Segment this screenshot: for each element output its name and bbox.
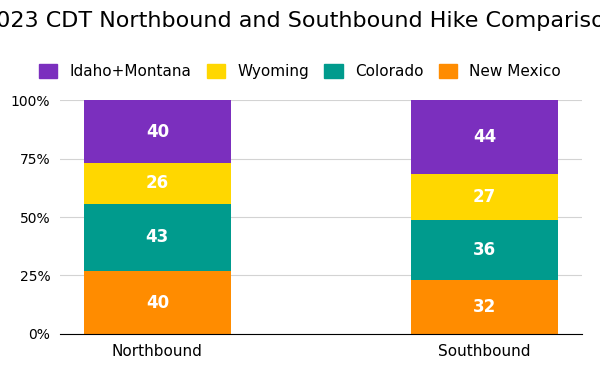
Text: 44: 44 — [473, 128, 496, 146]
Bar — [411, 280, 558, 334]
Bar — [84, 271, 231, 334]
Bar — [411, 100, 558, 174]
Text: 43: 43 — [146, 229, 169, 246]
Text: 40: 40 — [146, 122, 169, 141]
Bar — [411, 174, 558, 220]
Bar — [84, 163, 231, 204]
Text: 2023 CDT Northbound and Southbound Hike Comparison: 2023 CDT Northbound and Southbound Hike … — [0, 11, 600, 31]
Bar — [84, 204, 231, 271]
Text: 40: 40 — [146, 293, 169, 312]
Text: 26: 26 — [146, 174, 169, 192]
Bar — [411, 220, 558, 280]
Text: 36: 36 — [473, 241, 496, 259]
Text: 27: 27 — [473, 188, 496, 206]
Bar — [84, 100, 231, 163]
Legend: Idaho+Montana, Wyoming, Colorado, New Mexico: Idaho+Montana, Wyoming, Colorado, New Me… — [33, 58, 567, 85]
Text: 32: 32 — [473, 298, 496, 316]
